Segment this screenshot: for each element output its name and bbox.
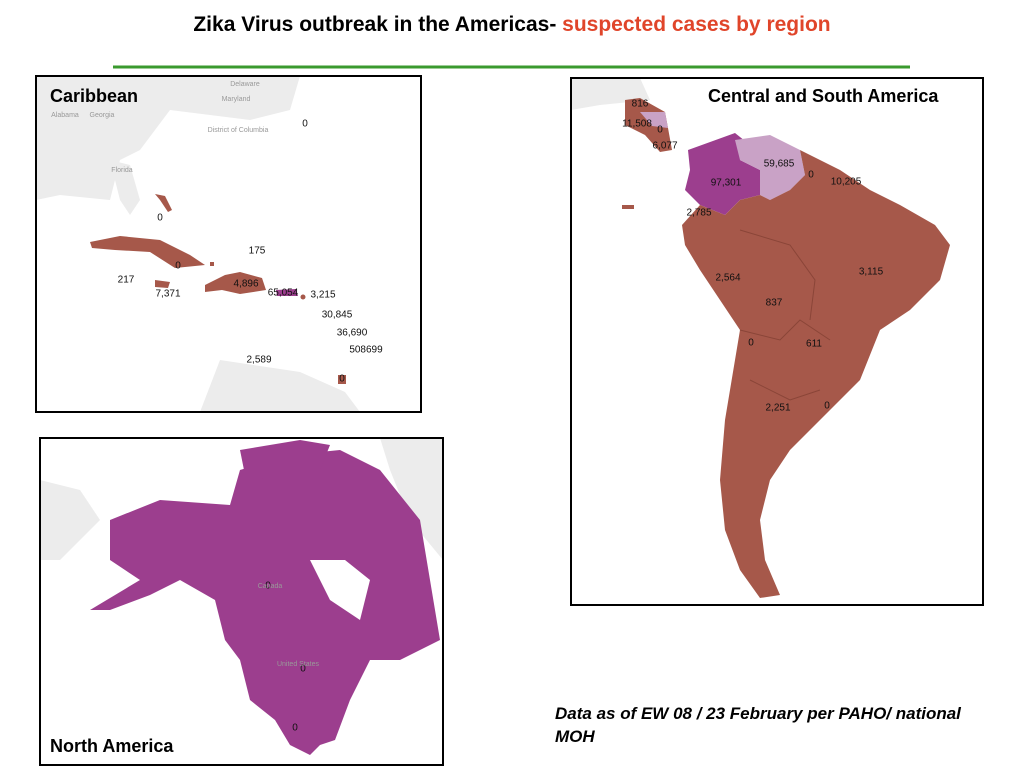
case-count: 11,508 bbox=[622, 119, 652, 130]
caribbean-map bbox=[36, 76, 360, 412]
place-label: Canada bbox=[258, 583, 283, 590]
footnote: Data as of EW 08 / 23 February per PAHO/… bbox=[555, 704, 961, 746]
case-count: 0 bbox=[300, 664, 306, 675]
case-count: 4,896 bbox=[233, 279, 258, 290]
case-count: 65,054 bbox=[268, 288, 299, 299]
case-count: 10,205 bbox=[831, 177, 862, 188]
case-count: 2,589 bbox=[246, 355, 271, 366]
case-count: 97,301 bbox=[711, 178, 742, 189]
case-count: 0 bbox=[824, 401, 830, 412]
case-count: 816 bbox=[632, 99, 649, 110]
case-count: 7,371 bbox=[155, 289, 180, 300]
case-count: 611 bbox=[806, 339, 822, 350]
place-label: Maryland bbox=[222, 96, 251, 103]
case-count: 0 bbox=[748, 338, 754, 349]
south-america-frame bbox=[570, 77, 984, 606]
case-count: 3,215 bbox=[310, 290, 335, 301]
case-count: 59,685 bbox=[764, 159, 795, 170]
case-count: 508699 bbox=[349, 345, 383, 356]
panel-title: Central and South America bbox=[708, 86, 939, 106]
case-count: 0 bbox=[292, 723, 298, 734]
case-count: 2,564 bbox=[715, 273, 740, 284]
panel-title: North America bbox=[50, 736, 174, 756]
place-label: District of Columbia bbox=[208, 127, 269, 134]
case-count: 0 bbox=[265, 581, 271, 592]
place-label: Florida bbox=[111, 167, 133, 174]
case-count: 0 bbox=[157, 213, 163, 224]
case-count: 2,785 bbox=[686, 208, 711, 219]
case-count: 3,115 bbox=[859, 267, 884, 278]
north-america-frame bbox=[39, 437, 444, 766]
case-count: 0 bbox=[808, 170, 814, 181]
title: Zika Virus outbreak in the Americas- sus… bbox=[172, 10, 852, 40]
north-america-map bbox=[40, 438, 443, 755]
case-count: 0 bbox=[339, 374, 345, 385]
caribbean-frame bbox=[35, 75, 422, 413]
case-count: 2,251 bbox=[765, 403, 790, 414]
south-america-map bbox=[571, 78, 950, 598]
case-count: 0 bbox=[657, 125, 663, 136]
case-count: 6,077 bbox=[652, 141, 677, 152]
case-count: 837 bbox=[766, 298, 783, 309]
place-label: Alabama bbox=[51, 112, 79, 119]
case-count: 0 bbox=[175, 261, 181, 272]
case-count: 30,845 bbox=[322, 310, 353, 321]
panel-title: Caribbean bbox=[50, 86, 138, 106]
title-highlight: suspected cases by region bbox=[562, 13, 831, 36]
case-count: 175 bbox=[249, 246, 266, 257]
place-label: United States bbox=[277, 661, 320, 668]
case-count: 0 bbox=[302, 119, 308, 130]
case-count: 217 bbox=[118, 275, 135, 286]
place-label: Delaware bbox=[230, 81, 260, 88]
title-main: Zika Virus outbreak in the Americas- bbox=[193, 13, 557, 36]
case-count: 36,690 bbox=[337, 328, 368, 339]
place-label: Georgia bbox=[90, 112, 115, 119]
